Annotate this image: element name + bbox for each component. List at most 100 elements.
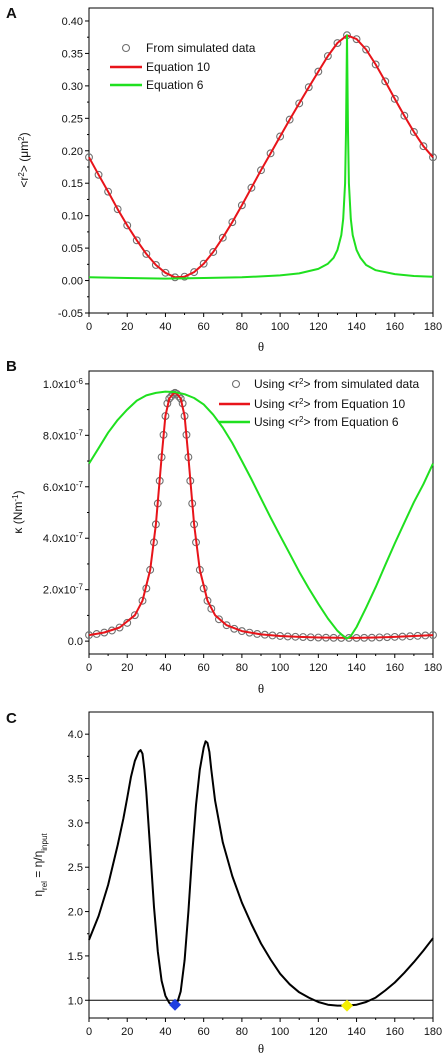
data-point [85,153,93,162]
data-point [362,45,371,54]
panel-c-series [88,740,434,1012]
x-tick-label: 120 [309,1026,327,1038]
panel-a: A -0.05 0.00 0.05 0.10 0.15 0.20 0.25 0.30 0.35 0… [6,5,442,354]
data-point [199,259,208,268]
data-point [132,236,141,245]
panel-c-plot-frame [88,711,434,1019]
panel-a-label: A [6,5,17,22]
data-point [104,187,113,196]
series-line [88,34,434,280]
panel-b-series [85,388,437,642]
y-tick-label: 1.5 [68,951,83,963]
x-tick-label: 160 [386,321,404,333]
panel-b-label: B [6,358,17,375]
y-tick-label: 3.5 [68,774,83,786]
panel-b-x-ticks: 0 20 40 60 80 100 120 140 160 180 [86,654,442,674]
x-tick-label: 20 [121,1026,133,1038]
y-tick-label: 0.05 [62,243,83,255]
x-tick-label: 100 [271,662,289,674]
x-tick-label: 40 [159,321,171,333]
y-tick-label: 1.0 [68,995,83,1007]
y-tick-label: 0.30 [62,81,83,93]
data-point [323,52,332,60]
panel-a-x-ticks: 0 20 40 60 80 100 120 140 160 180 [86,313,442,333]
x-tick-label: 0 [86,321,92,333]
panel-b-y-ticks: 0.0 2.0x10-7 4.0x10-7 6.0x10-7 8.0x10-7 1.0x1… [43,376,89,648]
data-point [333,39,342,47]
data-point [130,611,139,620]
panel-c-y-ticks: 1.0 1.5 2.0 2.5 3.0 3.5 4.0 [68,729,89,1007]
series-line [88,391,434,639]
data-point [381,77,390,86]
data-point [215,615,223,624]
panel-a-y-ticks: -0.05 0.00 0.05 0.10 0.15 0.20 0.25 0.30 0.35 0.4… [58,16,89,320]
x-tick-label: 120 [309,662,327,674]
data-point [94,170,103,179]
y-tick-label: 4.0x10-7 [43,531,84,546]
legend-label-eq6-b: Using <r2> from Equation 6 [254,415,399,430]
x-tick-label: 40 [159,662,171,674]
panel-b-legend: Using <r2> from simulated data Using <r2… [219,377,420,430]
data-point [207,604,216,613]
data-point [257,166,265,175]
legend-marker-simulated-b [231,379,241,389]
y-tick-label: 2.5 [68,862,83,874]
panel-a-y-axis-label: <r2> (μm2) [17,132,32,187]
x-tick-label: 180 [424,662,442,674]
y-tick-label: 1.0x10-6 [43,376,84,391]
data-point [247,183,256,192]
panel-b: B 0.0 2.0x10-7 4.0x10-7 6.0x10-7 8.0x10-7 1.0… [6,358,442,696]
x-tick-label: 60 [198,662,210,674]
x-tick-label: 100 [271,1026,289,1038]
data-point [113,205,122,214]
data-point [266,149,275,158]
series-line [88,34,434,279]
y-tick-label: 0.20 [62,146,83,158]
x-tick-label: 40 [159,1026,171,1038]
data-point [400,111,409,120]
panel-c-x-axis-label: θ [258,1041,264,1056]
data-point [390,94,399,103]
data-point [218,233,227,242]
data-point [314,67,323,76]
x-tick-label: 160 [386,662,404,674]
data-point [190,268,199,277]
panel-c-label: C [6,710,17,727]
y-tick-label: 3.0 [68,818,83,830]
data-point [371,60,380,69]
x-tick-label: 20 [121,662,133,674]
panel-c-x-ticks: 0 20 40 60 80 100 120 140 160 180 [86,1018,442,1038]
y-tick-label: 0.0 [68,636,83,648]
y-tick-label: -0.05 [58,308,83,320]
data-point [419,142,428,151]
y-tick-label: 0.40 [62,16,83,28]
x-tick-label: 100 [271,321,289,333]
diamond-marker [341,999,353,1012]
data-point [352,35,361,44]
legend-label-simulated-b: Using <r2> from simulated data [254,377,420,392]
y-tick-label: 0.00 [62,276,83,288]
x-tick-label: 120 [309,321,327,333]
data-point [123,221,132,230]
data-point [161,268,170,277]
legend-label-eq10: Equation 10 [146,60,210,74]
y-tick-label: 8.0x10-7 [43,428,84,443]
x-tick-label: 60 [198,1026,210,1038]
x-tick-label: 60 [198,321,210,333]
x-tick-label: 80 [236,662,248,674]
data-point [237,201,246,210]
panel-b-y-axis-label: κ (Nm-1) [11,490,26,533]
x-tick-label: 180 [424,1026,442,1038]
y-tick-label: 0.15 [62,178,83,190]
y-tick-label: 2.0x10-7 [43,582,84,597]
data-point [209,248,218,256]
data-point [295,99,304,108]
legend-label-eq6: Equation 6 [146,78,204,92]
x-tick-label: 140 [347,1026,365,1038]
y-tick-label: 2.0 [68,907,83,919]
y-tick-label: 0.35 [62,48,83,60]
data-point [429,153,437,162]
panel-a-plot-frame [88,7,434,314]
x-tick-label: 160 [386,1026,404,1038]
data-point [222,621,231,630]
